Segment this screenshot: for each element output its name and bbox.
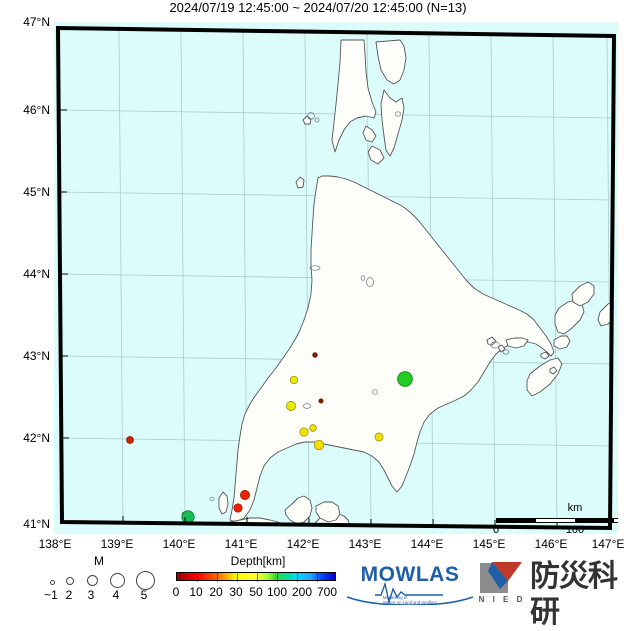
scale-bar-unit: km: [567, 502, 583, 514]
lon-label-142: 142°E: [286, 537, 320, 551]
lat-label-41: 41°N: [23, 517, 50, 531]
graticule: [58, 28, 614, 528]
magnitude-symbol-5: [136, 571, 155, 590]
scale-bar: km 0 100 200: [492, 502, 618, 534]
epicenter-marker: [313, 439, 325, 451]
nied-logo[interactable]: N I E D 防災科研: [478, 557, 634, 630]
magnitude-symbol-1: [50, 580, 55, 585]
epicenter-marker: [374, 432, 384, 442]
depth-label-0: 0: [172, 585, 180, 599]
magnitude-label-4: 4: [112, 588, 120, 602]
epicenter-marker: [299, 427, 309, 437]
lon-label-143: 143°E: [348, 537, 382, 551]
page-title: 2024/07/19 12:45:00 ~ 2024/07/20 12:45:0…: [169, 0, 467, 15]
nied-jp-name: 防災科研: [530, 559, 618, 630]
lat-label-42: 42°N: [23, 431, 50, 445]
depth-label-100: 100: [266, 585, 288, 599]
depth-color-bar: [176, 572, 336, 582]
lon-label-145: 145°E: [472, 537, 506, 551]
scale-tick-100: 100: [565, 524, 585, 534]
epicenter-marker: [240, 490, 250, 500]
mowlas-logo[interactable]: MOWLAS Monitoring of Waves on Land and S…: [345, 559, 475, 607]
depth-label-700: 700: [316, 585, 338, 599]
depth-label-50: 50: [249, 585, 263, 599]
epicenter-marker: [286, 401, 296, 411]
lon-label-140: 140°E: [162, 537, 196, 551]
mowlas-tagline-line2: Waves on Land and Seafloor: [383, 600, 437, 605]
map-frame: [55, 25, 617, 531]
magnitude-symbol-3: [87, 575, 98, 586]
depth-label-20: 20: [209, 585, 223, 599]
lat-label-43: 43°N: [23, 349, 50, 363]
scale-bar-track: [496, 518, 618, 523]
lon-label-141: 141°E: [224, 537, 258, 551]
magnitude-label-3: 3: [87, 588, 95, 602]
coastlines: [218, 39, 614, 528]
lat-label-45: 45°N: [23, 185, 50, 199]
lon-label-139: 139°E: [100, 537, 134, 551]
mowlas-tagline-line1: Monitoring of: [383, 595, 408, 600]
nied-abbr: N I E D: [478, 595, 526, 604]
lon-label-146: 146°E: [534, 537, 568, 551]
lon-label-138: 138°E: [38, 537, 72, 551]
mowlas-wordmark: MOWLAS: [360, 563, 460, 586]
epicenter-marker: [312, 352, 318, 358]
depth-label-10: 10: [189, 585, 203, 599]
depth-label-30: 30: [229, 585, 243, 599]
epicenter-marker: [289, 375, 299, 385]
magnitude-legend: M ~1 2 3 4 5: [34, 554, 164, 605]
epicenter-marker: [126, 436, 134, 444]
magnitude-label-2: 2: [65, 588, 73, 602]
lon-label-147: 147°E: [591, 537, 625, 551]
depth-label-200: 200: [291, 585, 313, 599]
epicenter-marker: [318, 398, 324, 404]
epicenter-markers: [126, 352, 413, 524]
epicenter-marker: [397, 371, 413, 387]
lat-label-46: 46°N: [23, 103, 50, 117]
lat-label-47: 47°N: [23, 15, 50, 29]
nied-mark-icon: [480, 562, 522, 593]
epicenter-marker: [233, 503, 243, 513]
epicenter-marker: [309, 424, 317, 432]
magnitude-legend-title: M: [94, 554, 104, 568]
magnitude-symbol-4: [110, 573, 125, 588]
lat-label-44: 44°N: [23, 267, 50, 281]
map-plot-area[interactable]: km 0 100 200: [54, 22, 618, 534]
inland-lakes: [181, 111, 510, 517]
magnitude-label-1: ~1: [44, 588, 58, 602]
magnitude-symbol-2: [66, 577, 74, 585]
depth-legend: Depth[km] 0 10 20 30 50 100 200 700: [173, 554, 340, 605]
magnitude-label-5: 5: [140, 588, 148, 602]
lon-label-144: 144°E: [410, 537, 444, 551]
depth-legend-title: Depth[km]: [230, 554, 286, 568]
legend-bar: M ~1 2 3 4 5 Depth[km] 0: [0, 554, 636, 630]
map-canvas: [55, 25, 617, 531]
mowlas-tagline: Monitoring of Waves on Land and Seafloor: [383, 595, 475, 605]
scale-tick-0: 0: [492, 524, 500, 534]
mowlas-waveform-icon: [346, 581, 474, 605]
